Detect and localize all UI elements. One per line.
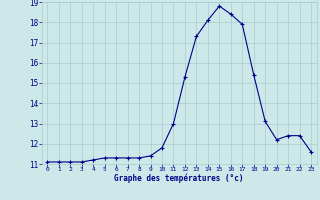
X-axis label: Graphe des températures (°c): Graphe des températures (°c)	[115, 174, 244, 183]
